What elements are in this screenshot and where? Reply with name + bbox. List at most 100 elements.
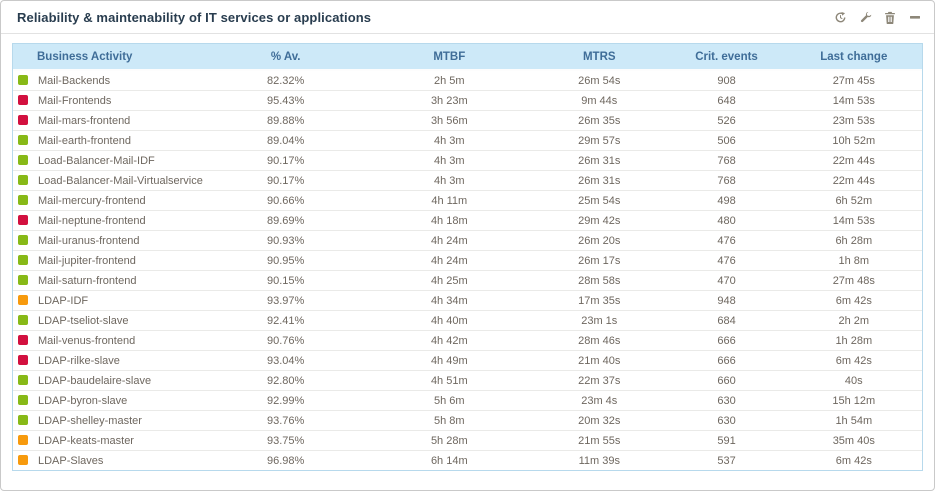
cell-business-activity: Load-Balancer-Mail-IDF — [13, 150, 204, 171]
status-square-critical — [18, 94, 28, 105]
table-row[interactable]: LDAP-byron-slave 92.99% 5h 6m 23m 4s 630 15h … — [13, 390, 922, 411]
status-square-ok — [18, 254, 28, 265]
cell-mtrs: 26m 54s — [578, 74, 621, 87]
cell-availability: 89.69% — [203, 210, 368, 231]
cell-mtrs: 9m 44s — [531, 90, 668, 111]
cell-last-change: 23m 53s — [785, 110, 922, 131]
table-row[interactable]: Mail-uranus-frontend 90.93% 4h 24m 26m 20s 4… — [13, 230, 922, 251]
table-row[interactable]: Mail-mercury-frontend 90.66% 4h 11m 25m 54s… — [13, 190, 922, 211]
cell-availability: 92.99% — [203, 390, 368, 411]
cell-mtbf: 5h 6m — [367, 390, 532, 411]
widget-header: Reliability & maintenability of IT servi… — [1, 1, 934, 34]
table-row[interactable]: Mail-Backends 82.32% 2h 5m 26m 54s 908 27m 45… — [13, 70, 922, 91]
table-row[interactable]: LDAP-baudelaire-slave 92.80% 4h 51m 22m 37s… — [13, 370, 922, 391]
cell-last-change: 2h 2m — [785, 310, 922, 331]
table-row[interactable]: Mail-mars-frontend 89.88% 3h 56m 26m 35s 526… — [13, 110, 922, 131]
business-activity-label: Mail-venus-frontend — [38, 334, 136, 347]
table-row[interactable]: LDAP-IDF 93.97% 4h 34m 17m 35s 948 6m 42s — [13, 290, 922, 311]
cell-business-activity: LDAP-tseliot-slave — [13, 310, 204, 331]
cell-business-activity: LDAP-rilke-slave — [13, 350, 204, 371]
cell-crit-events: 480 — [667, 210, 786, 231]
table-row[interactable]: Mail-neptune-frontend 89.69% 4h 18m 29m 42s… — [13, 210, 922, 231]
cell-mtbf: 3h 23m — [367, 90, 532, 111]
table-row[interactable]: LDAP-rilke-slave 93.04% 4h 49m 21m 40s 666 6m… — [13, 350, 922, 371]
cell-crit-events: 908 — [717, 74, 736, 87]
cell-last-change: 14m 53s — [785, 90, 922, 111]
cell-mtrs: 17m 35s — [531, 290, 668, 311]
business-activity-label: LDAP-IDF — [38, 294, 89, 307]
cell-mtrs: 21m 55s — [531, 430, 668, 451]
cell-last-change: 22m 44s — [785, 150, 922, 171]
status-square-ok — [18, 134, 28, 145]
table-row[interactable]: LDAP-tseliot-slave 92.41% 4h 40m 23m 1s 684 2… — [13, 310, 922, 331]
cell-availability: 90.66% — [203, 190, 368, 211]
business-activity-label: Mail-uranus-frontend — [38, 234, 140, 247]
cell-business-activity: Mail-earth-frontend — [13, 130, 204, 151]
cell-business-activity: Mail-Backends — [13, 70, 204, 91]
cell-mtrs: 28m 46s — [531, 330, 668, 351]
cell-last-change: 1h 28m — [785, 330, 922, 351]
cell-mtbf: 5h 28m — [367, 430, 532, 451]
cell-business-activity: LDAP-shelley-master — [13, 410, 204, 431]
cell-mtrs: 26m 17s — [531, 250, 668, 271]
status-square-ok — [18, 174, 28, 185]
cell-last-change: 14m 53s — [785, 210, 922, 231]
refresh-icon[interactable] — [833, 10, 847, 24]
status-square-critical — [18, 114, 28, 125]
widget-title: Reliability & maintenability of IT servi… — [17, 9, 372, 25]
cell-crit-events: 684 — [667, 310, 786, 331]
cell-mtrs: 22m 37s — [531, 370, 668, 391]
trash-icon[interactable] — [883, 10, 897, 24]
cell-crit-events: 666 — [667, 350, 786, 371]
cell-availability: 93.97% — [203, 290, 368, 311]
table-row[interactable]: Load-Balancer-Mail-IDF 90.17% 4h 3m 26m 31s… — [13, 150, 922, 171]
cell-business-activity: Mail-Frontends — [13, 90, 204, 111]
table-row[interactable]: Mail-jupiter-frontend 90.95% 4h 24m 26m 17s… — [13, 250, 922, 271]
cell-business-activity: LDAP-keats-master — [13, 430, 204, 451]
table-row[interactable]: LDAP-Slaves 96.98% 6h 14m 11m 39s 537 6m 42s — [13, 450, 922, 470]
status-square-critical — [18, 214, 28, 225]
table-row[interactable]: Mail-venus-frontend 90.76% 4h 42m 28m 46s 66… — [13, 330, 922, 351]
cell-mtbf: 2h 5m — [434, 74, 465, 87]
business-activity-label: Mail-neptune-frontend — [38, 214, 146, 227]
cell-crit-events: 948 — [667, 290, 786, 311]
minimize-icon[interactable] — [908, 10, 922, 24]
cell-mtrs: 11m 39s — [531, 450, 668, 470]
cell-mtrs: 29m 57s — [531, 130, 668, 151]
cell-crit-events: 537 — [667, 450, 786, 470]
cell-availability: 90.17% — [203, 150, 368, 171]
table-row[interactable]: Mail-earth-frontend 89.04% 4h 3m 29m 57s 506… — [13, 130, 922, 151]
cell-crit-events: 476 — [667, 230, 786, 251]
cell-availability: 82.32% — [267, 74, 305, 87]
table-body: Mail-Backends 82.32% 2h 5m 26m 54s 908 27m 45… — [13, 70, 922, 470]
cell-availability: 93.04% — [203, 350, 368, 371]
cell-crit-events: 498 — [667, 190, 786, 211]
cell-last-change: 6h 52m — [785, 190, 922, 211]
column-header-mtrs: MTRS — [531, 44, 668, 71]
cell-business-activity: Mail-saturn-frontend — [13, 270, 204, 291]
cell-mtrs: 26m 31s — [531, 170, 668, 191]
status-square-ok — [18, 74, 28, 85]
table-row[interactable]: LDAP-keats-master 93.75% 5h 28m 21m 55s 591 3… — [13, 430, 922, 451]
cell-crit-events: 470 — [667, 270, 786, 291]
status-square-ok — [18, 374, 28, 385]
table-row[interactable]: Load-Balancer-Mail-Virtualservice 90.17% 4… — [13, 170, 922, 191]
business-activity-label: Mail-mars-frontend — [38, 114, 131, 127]
cell-business-activity: LDAP-Slaves — [13, 450, 204, 470]
table-row[interactable]: LDAP-shelley-master 93.76% 5h 8m 20m 32s 630… — [13, 410, 922, 431]
cell-last-change: 10h 52m — [785, 130, 922, 151]
cell-last-change: 6m 42s — [785, 290, 922, 311]
cell-business-activity: Mail-venus-frontend — [13, 330, 204, 351]
status-square-warning — [18, 454, 28, 465]
widget-toolbar — [833, 10, 922, 24]
table-row[interactable]: Mail-saturn-frontend 90.15% 4h 25m 28m 58s 4… — [13, 270, 922, 291]
wrench-icon[interactable] — [858, 10, 872, 24]
business-activity-label: LDAP-tseliot-slave — [38, 314, 129, 327]
table-row[interactable]: Mail-Frontends 95.43% 3h 23m 9m 44s 648 14m 5… — [13, 90, 922, 111]
cell-mtbf: 4h 25m — [367, 270, 532, 291]
cell-mtbf: 4h 3m — [367, 130, 532, 151]
business-activity-table: Business Activity% Av. MTBF MTRS Crit. even… — [12, 43, 923, 471]
cell-mtbf: 4h 24m — [367, 250, 532, 271]
cell-business-activity: Mail-neptune-frontend — [13, 210, 204, 231]
cell-mtbf: 4h 11m — [367, 190, 532, 211]
